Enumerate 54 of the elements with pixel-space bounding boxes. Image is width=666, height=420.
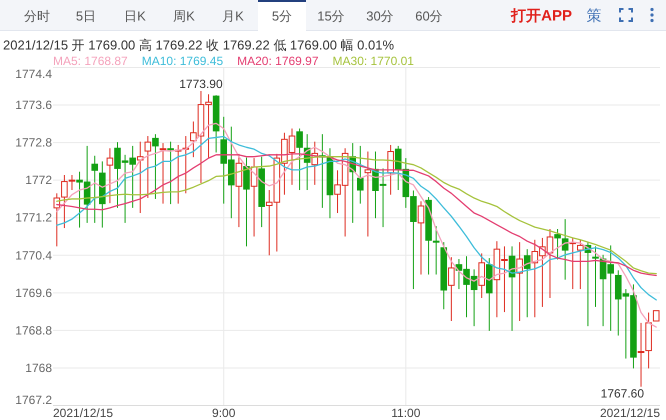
candlestick <box>554 228 561 260</box>
chart-subtitle: 2021/12/15 开 1769.00 高 1769.22 收 1769.22 低 1769.00 幅 0.01% <box>3 38 394 52</box>
tab-selected: 5分 <box>258 0 306 31</box>
annotation: 1773.90 <box>179 76 223 91</box>
text: 15分 <box>317 8 345 24</box>
candlestick <box>144 136 152 199</box>
candlestick <box>478 252 485 298</box>
candlestick <box>577 239 584 290</box>
candlestick <box>448 256 455 322</box>
y-tick-label: 1770.4 <box>15 248 52 262</box>
text: 30分 <box>366 8 394 24</box>
text: 日K <box>124 8 146 24</box>
candlestick <box>652 310 660 322</box>
candlestick <box>638 322 644 388</box>
text: 2021/12/15 <box>53 406 114 420</box>
y-tick-label: 1767.2 <box>15 393 52 407</box>
text: MA10: 1769.45 <box>142 54 224 68</box>
x-tick-label: 9:00 <box>212 406 236 420</box>
y-tick-label: 1773.6 <box>15 98 52 112</box>
text: 分时 <box>24 8 50 24</box>
y-tick-label: 1768.8 <box>15 323 52 338</box>
y-tick-label: 1774.4 <box>15 67 52 81</box>
text: MA20: 1769.97 <box>237 54 319 68</box>
candlestick <box>364 151 372 237</box>
x-tick-label: 11:00 <box>391 406 421 420</box>
text: MA30: 1770.01 <box>332 54 414 68</box>
candlestick <box>243 157 250 247</box>
candlestick <box>106 148 114 204</box>
candlestick <box>418 200 424 276</box>
candlestick <box>91 155 98 224</box>
y-tick-label: 1771.2 <box>15 210 52 225</box>
text: 周K <box>173 8 196 24</box>
candlestick <box>524 248 531 318</box>
text: 打开APP <box>510 8 572 24</box>
line-series <box>56 122 657 328</box>
candlestick <box>236 153 242 228</box>
text: 月K <box>222 8 244 24</box>
text: 5日 <box>76 8 96 24</box>
text: 2021/12/15 <box>600 406 660 420</box>
y-tick-label: 1769.6 <box>15 286 52 300</box>
y-tick-label: 1772.8 <box>15 136 52 150</box>
line-series <box>56 136 657 301</box>
y-tick-label: 1768 <box>25 360 52 375</box>
y-tick-label: 1772 <box>25 173 52 188</box>
text: MA5: 1768.87 <box>53 54 128 68</box>
annotation: 1767.60 <box>600 386 644 401</box>
text: 60分 <box>415 8 443 24</box>
candlestick <box>160 142 166 204</box>
text: 策 <box>586 8 602 24</box>
candlestick <box>152 134 159 200</box>
candlestick <box>508 246 516 332</box>
candlestick <box>167 141 174 205</box>
candlestick <box>592 246 599 308</box>
candlestick <box>356 145 364 204</box>
